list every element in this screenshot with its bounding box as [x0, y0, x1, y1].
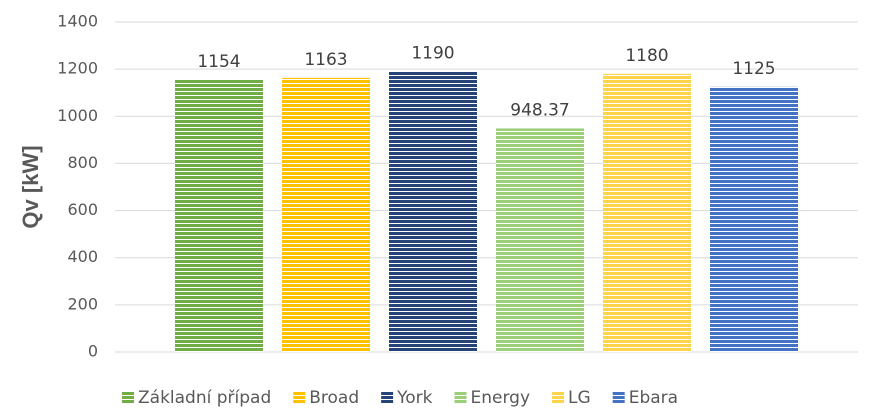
legend-label: Základní případ: [138, 388, 271, 408]
legend-label: Energy: [471, 388, 531, 408]
y-tick-label: 400: [67, 247, 98, 266]
y-tick-label: 1200: [57, 59, 98, 78]
legend-label: Ebara: [629, 388, 678, 408]
y-axis-label: Qv [kW]: [18, 145, 43, 228]
legend-swatch: [381, 392, 394, 404]
legend-label: York: [396, 388, 433, 408]
y-tick-label: 800: [67, 153, 98, 172]
y-tick-label: 0: [88, 342, 98, 361]
legend-swatch: [454, 392, 467, 404]
y-tick-label: 600: [67, 200, 98, 219]
bar: [710, 86, 798, 353]
data-label: 1154: [197, 52, 240, 72]
legend-swatch: [612, 392, 625, 404]
data-label: 1190: [411, 44, 454, 64]
bar: [603, 73, 691, 352]
y-tick-label: 1400: [57, 12, 98, 31]
data-label: 948.37: [510, 100, 569, 120]
bar: [175, 79, 263, 352]
legend-swatch: [122, 392, 134, 404]
data-label: 1180: [625, 46, 668, 66]
legend-label: Broad: [309, 388, 359, 408]
y-tick-label: 1000: [57, 106, 98, 125]
bar: [282, 77, 370, 352]
y-tick-label: 200: [67, 294, 98, 313]
legend-swatch: [552, 392, 565, 404]
bar: [496, 128, 584, 352]
legend-swatch: [293, 392, 306, 404]
data-label: 1163: [304, 50, 347, 70]
bar: [389, 71, 477, 352]
data-label: 1125: [732, 59, 775, 79]
legend-label: LG: [568, 388, 591, 408]
